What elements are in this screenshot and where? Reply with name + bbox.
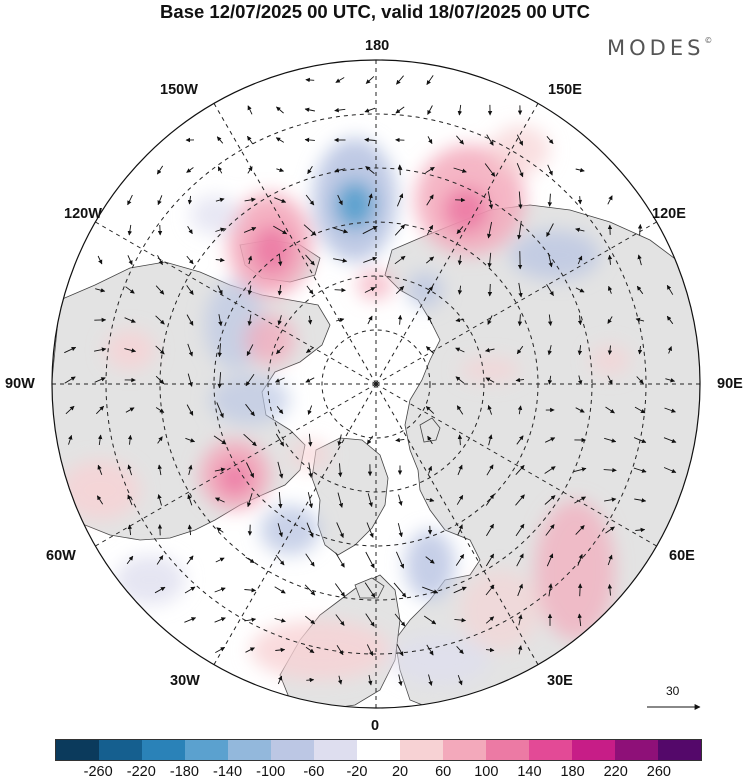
colorbar-segment: [529, 740, 572, 760]
colorbar-tick-label: 220: [604, 764, 628, 780]
lon-label-30w: 30W: [170, 673, 200, 689]
lon-label-0: 0: [371, 718, 379, 734]
anomaly-blob: [260, 505, 320, 555]
map-disk: [50, 58, 708, 712]
lon-label-120w: 120W: [64, 206, 102, 222]
colorbar-segment: [443, 740, 486, 760]
colorbar-tick-label: -180: [170, 764, 199, 780]
colorbar-segment: [357, 740, 400, 760]
colorbar-tick-label: 60: [435, 764, 451, 780]
reference-vector-arrow: [645, 684, 705, 716]
wind-vector: [306, 680, 313, 681]
colorbar-segment: [271, 740, 314, 760]
wind-vector: [335, 290, 346, 291]
colorbar: [55, 739, 702, 761]
anomaly-blob: [390, 635, 490, 685]
colorbar-tick-label: 260: [647, 764, 671, 780]
anomaly-blob: [357, 270, 393, 300]
anomaly-blob: [490, 125, 550, 175]
lon-label-60w: 60W: [46, 548, 76, 564]
colorbar-tick-label: -100: [256, 764, 285, 780]
lon-label-150w: 150W: [160, 82, 198, 98]
anomaly-blob: [444, 188, 488, 232]
lon-label-90w: 90W: [5, 376, 35, 392]
colorbar-tick-label: -20: [346, 764, 367, 780]
anomaly-blob: [250, 620, 390, 680]
anomaly-blob: [460, 570, 540, 650]
colorbar-segment: [658, 740, 701, 760]
anomaly-blob: [535, 500, 615, 640]
anomaly-blob: [510, 230, 600, 280]
colorbar-tick-label: -220: [127, 764, 156, 780]
lon-label-120e: 120E: [652, 206, 686, 222]
anomaly-blob: [210, 375, 290, 425]
colorbar-tick-label: 140: [517, 764, 541, 780]
colorbar-tick-label: -60: [303, 764, 324, 780]
colorbar-segment: [56, 740, 99, 760]
colorbar-segment: [228, 740, 271, 760]
colorbar-segment: [615, 740, 658, 760]
colorbar-segment: [400, 740, 443, 760]
colorbar-segment: [314, 740, 357, 760]
wind-vector: [490, 284, 491, 296]
anomaly-blob: [219, 462, 251, 494]
lon-label-90e: 90E: [717, 376, 743, 392]
colorbar-segment: [142, 740, 185, 760]
anomaly-blob: [190, 195, 240, 235]
colorbar-segment: [185, 740, 228, 760]
colorbar-tick-label: -260: [84, 764, 113, 780]
colorbar-tick-label: 20: [392, 764, 408, 780]
lon-label-60e: 60E: [669, 548, 695, 564]
colorbar-tick-label: -140: [213, 764, 242, 780]
colorbar-segment: [486, 740, 529, 760]
lon-label-30e: 30E: [547, 673, 573, 689]
anomaly-blob: [460, 358, 520, 382]
anomaly-blob: [115, 555, 185, 605]
colorbar-tick-label: 180: [560, 764, 584, 780]
anomaly-blob: [405, 530, 455, 600]
colorbar-tick-label: 100: [474, 764, 498, 780]
lon-label-150e: 150E: [548, 82, 582, 98]
wind-vector: [306, 80, 314, 81]
colorbar-ticks: -260 -220 -180 -140 -100 -60 -20 20 60 100 140 180 2…: [0, 764, 750, 784]
colorbar-segment: [99, 740, 142, 760]
lon-label-180: 180: [365, 38, 389, 54]
colorbar-segment: [572, 740, 615, 760]
wind-vector: [400, 165, 401, 175]
wind-vector: [580, 196, 581, 204]
wind-vector: [580, 584, 581, 596]
